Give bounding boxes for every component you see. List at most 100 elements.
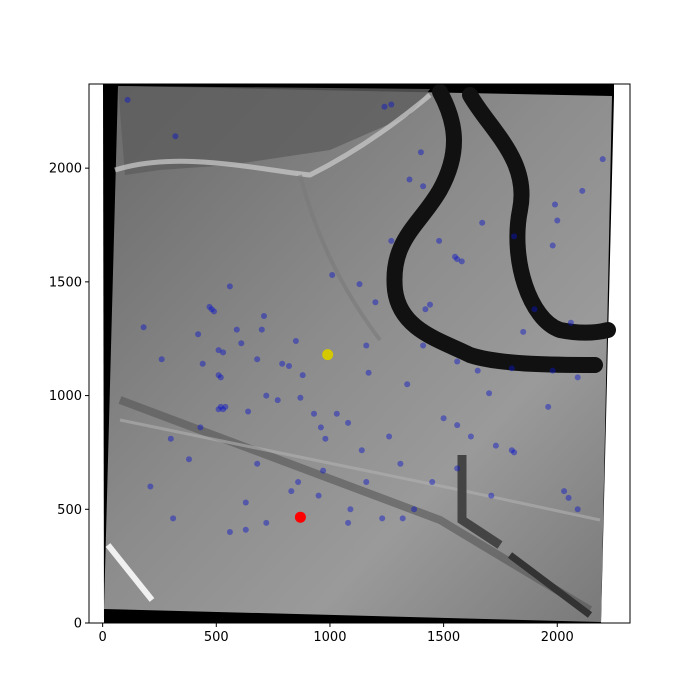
scatter-point [206, 303, 213, 310]
scatter-point [404, 381, 411, 388]
scatter-point [217, 403, 224, 410]
scatter-point [242, 526, 249, 533]
yellow-marker-point [322, 349, 334, 361]
scatter-point [226, 283, 233, 290]
road-curve [114, 93, 432, 178]
scatter-point [274, 397, 281, 404]
x-tick-label: 2000 [541, 630, 574, 645]
scatter-point [124, 96, 131, 103]
scatter-point [215, 406, 222, 413]
scatter-point [292, 338, 299, 344]
y-tick-label: 500 [57, 503, 82, 518]
dark-region [118, 86, 430, 175]
scatter-point [329, 272, 336, 278]
scatter-point [215, 347, 222, 354]
scatter-point [372, 299, 379, 306]
scatter-point [467, 433, 474, 440]
scatter-point [549, 242, 556, 249]
scatter-point [311, 410, 317, 417]
scatter-point [545, 403, 552, 410]
y-tick-label: 1500 [49, 275, 82, 290]
scatter-point [172, 133, 179, 140]
aerial-image [104, 86, 612, 622]
scatter-point [299, 372, 306, 379]
scatter-point [422, 306, 429, 313]
scatter-point [211, 308, 217, 315]
scatter-point [195, 331, 202, 338]
scatter-point [574, 506, 581, 513]
scatter-point [170, 515, 177, 522]
scatter-point [488, 492, 495, 499]
scatter-point [531, 306, 538, 313]
background-image [103, 84, 616, 623]
scatter-point [440, 415, 447, 422]
y-tick-label: 0 [74, 617, 82, 632]
y-axis: 0 500 1000 1500 2000 [49, 162, 89, 632]
scatter-point [222, 403, 229, 410]
scatter-point [474, 367, 481, 374]
scatter-point [511, 449, 518, 456]
scatter-point [386, 433, 393, 440]
scatter-point [320, 467, 327, 474]
scatter-point [220, 406, 227, 413]
scatter-point [454, 465, 461, 472]
scatter-point [158, 356, 165, 363]
scatter-point [356, 281, 363, 288]
scatter-point [263, 519, 270, 526]
scatter-point [345, 519, 352, 526]
x-tick-label: 1500 [427, 630, 460, 645]
scatter-point [454, 256, 461, 263]
scatter-point [345, 419, 352, 426]
scatter-point [317, 424, 324, 431]
y-tick-label: 2000 [49, 162, 82, 177]
scatter-point [567, 319, 574, 326]
scatter-point [406, 176, 413, 183]
scatter-point [186, 456, 192, 463]
red-marker-point [294, 511, 306, 523]
scatter-point [347, 506, 354, 513]
scatter-point [565, 494, 572, 501]
axes-frame [88, 83, 631, 624]
scatter-point [511, 233, 518, 240]
x-tick-label: 1000 [313, 630, 346, 645]
scatter-point [427, 301, 433, 308]
road-vertical [298, 174, 382, 342]
scatter-point [140, 324, 147, 331]
scatter-point [486, 390, 493, 397]
scatter-point [263, 392, 270, 399]
white-strip [105, 543, 155, 602]
canal [457, 455, 503, 549]
scatter-point [452, 253, 458, 260]
x-axis: 0 500 1000 1500 2000 [98, 623, 574, 645]
scatter-point [508, 447, 515, 454]
scatter-point [479, 219, 486, 226]
scatter-point [561, 488, 568, 495]
scatter-point [322, 435, 329, 442]
scatter-point [261, 313, 267, 319]
y-tick-label: 1000 [49, 389, 82, 404]
scatter-point [288, 488, 295, 495]
scatter-point [411, 506, 418, 513]
scatter-point [254, 460, 261, 467]
scatter-point [381, 103, 388, 110]
river [386, 84, 603, 373]
scatter-points [124, 96, 606, 535]
scatter-point [233, 326, 240, 333]
scatter-point [436, 237, 443, 244]
scatter-point [365, 369, 372, 376]
x-tick-label: 500 [204, 630, 229, 645]
scatter-point [258, 326, 265, 333]
scatter-point [599, 156, 606, 163]
scatter-point [458, 258, 465, 265]
scatter-point [454, 422, 461, 429]
scatter-point [420, 342, 427, 349]
scatter-point [295, 479, 302, 485]
scatter-point [363, 342, 370, 349]
scatter-point [197, 424, 204, 431]
scatter-point [552, 201, 558, 208]
scatter-point [388, 237, 395, 244]
scatter-point [358, 447, 365, 454]
scatter-point [333, 410, 340, 417]
scatter-point [254, 356, 261, 363]
